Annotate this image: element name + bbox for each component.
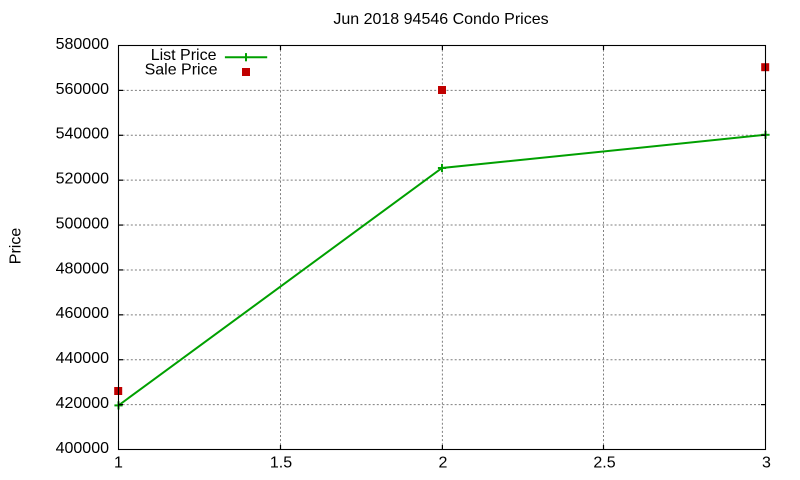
svg-text:Sale Price: Sale Price [145, 62, 218, 79]
svg-text:520000: 520000 [56, 171, 109, 188]
svg-text:Price: Price [8, 228, 25, 265]
svg-text:420000: 420000 [56, 395, 109, 412]
svg-text:500000: 500000 [56, 216, 109, 233]
svg-text:400000: 400000 [56, 440, 109, 457]
svg-text:1.5: 1.5 [270, 455, 292, 472]
svg-text:480000: 480000 [56, 260, 109, 277]
svg-text:List Price: List Price [151, 47, 217, 64]
svg-text:Jun 2018 94546 Condo Prices: Jun 2018 94546 Condo Prices [333, 11, 548, 28]
svg-text:2: 2 [439, 455, 448, 472]
svg-text:2.5: 2.5 [593, 455, 615, 472]
svg-text:540000: 540000 [56, 126, 109, 143]
svg-text:1: 1 [114, 455, 123, 472]
svg-text:560000: 560000 [56, 81, 109, 98]
svg-text:440000: 440000 [56, 350, 109, 367]
svg-text:3: 3 [762, 455, 771, 472]
svg-text:580000: 580000 [56, 36, 109, 53]
svg-text:460000: 460000 [56, 305, 109, 322]
